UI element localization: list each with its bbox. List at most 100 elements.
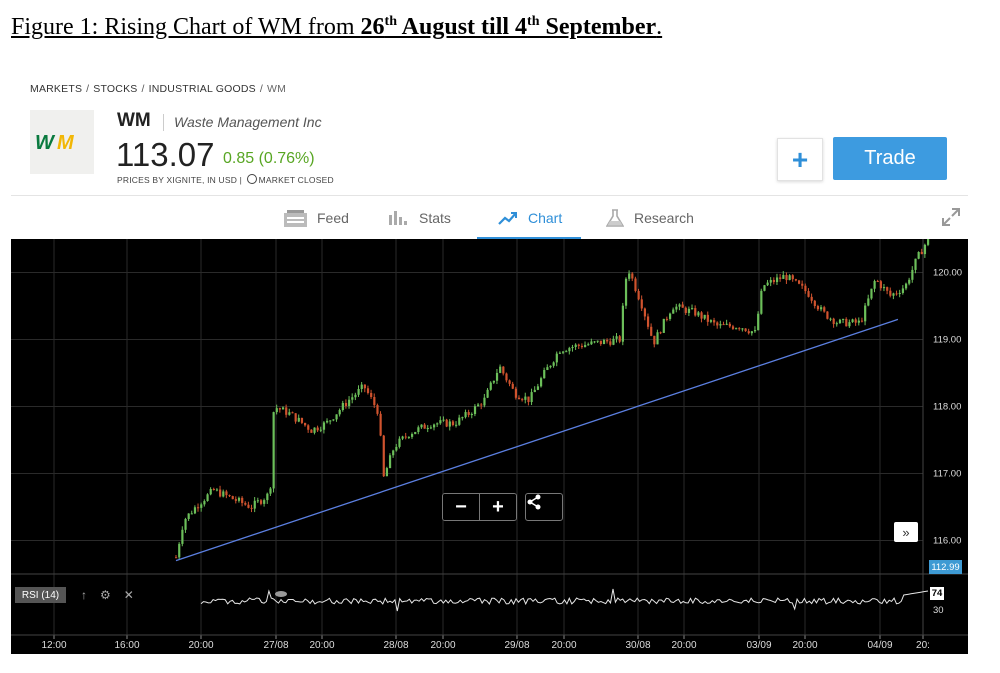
candle-body <box>458 417 461 425</box>
candle-body <box>439 420 442 424</box>
candle-body <box>797 280 801 284</box>
candle-body <box>587 344 590 346</box>
scroll-forward-button[interactable]: » <box>894 522 918 542</box>
trade-button[interactable]: Trade <box>833 137 947 180</box>
candle-body <box>278 408 282 410</box>
candle-body <box>911 269 914 280</box>
candle-body <box>281 407 285 410</box>
candle-body <box>178 543 181 558</box>
tab-research[interactable]: Research <box>606 196 694 240</box>
candle-body <box>672 309 675 314</box>
candle-body <box>750 331 753 334</box>
candle-body <box>624 278 628 306</box>
candle-body <box>398 438 401 447</box>
candle-body <box>514 388 518 398</box>
trend-line <box>175 318 899 562</box>
x-tick-label: 20:00 <box>430 640 455 651</box>
candle-body <box>489 382 492 390</box>
candle-body <box>857 320 860 323</box>
candle-body <box>410 434 414 437</box>
breadcrumb-sep: / <box>259 83 263 95</box>
candle-body <box>379 413 382 436</box>
share-button[interactable] <box>525 493 563 521</box>
candle-body <box>713 320 716 323</box>
candle-body <box>215 489 219 491</box>
candle-body <box>882 287 886 289</box>
candle-body <box>546 367 549 371</box>
candle-body <box>319 429 322 431</box>
chart-canvas[interactable]: 12:00 16:00 20:00 27/08 20:00 28/08 20:00 29/08… <box>11 239 968 654</box>
candle-body <box>363 384 366 389</box>
candle-body <box>395 446 398 451</box>
candle-body <box>757 313 760 331</box>
y-tick-label: 117.00 <box>933 469 961 480</box>
candle-body <box>653 335 656 345</box>
expand-icon[interactable] <box>942 208 960 226</box>
candle-body <box>640 299 643 309</box>
candle-body <box>259 500 263 504</box>
candle-body <box>417 427 420 432</box>
candle-body <box>794 279 798 281</box>
candle-body <box>294 413 297 422</box>
candle-body <box>895 293 898 295</box>
price-chart[interactable]: 12:00 16:00 20:00 27/08 20:00 28/08 20:00 29/08… <box>11 239 968 654</box>
zoom-in-button[interactable]: + <box>479 494 516 520</box>
breadcrumb-markets[interactable]: MARKETS <box>30 83 83 95</box>
candle-body <box>338 409 341 415</box>
research-icon <box>606 209 624 227</box>
candle-body <box>190 513 193 515</box>
company-logo: W M <box>30 110 94 174</box>
tab-stats[interactable]: Stats <box>389 196 451 240</box>
breadcrumb-stocks[interactable]: STOCKS <box>93 83 138 95</box>
zoom-out-button[interactable]: − <box>443 494 479 520</box>
candle-body <box>593 341 596 343</box>
candle-body <box>499 366 502 373</box>
candle-body <box>527 396 530 403</box>
y-tick-label: 118.00 <box>933 402 961 413</box>
candle-body <box>920 252 923 255</box>
candle-body <box>571 346 574 349</box>
x-tick-label: 28/08 <box>383 640 408 651</box>
candle-body <box>241 497 244 503</box>
candle-body <box>927 239 930 245</box>
candle-body <box>436 423 439 425</box>
add-to-watchlist-button[interactable]: + <box>777 138 823 181</box>
candle-body <box>646 316 650 327</box>
candle-body <box>898 292 901 294</box>
candle-body <box>826 311 829 319</box>
rsi-indicator-label[interactable]: RSI (14) <box>15 587 66 603</box>
candle-body <box>414 431 417 435</box>
candle-body <box>175 557 178 559</box>
candle-body <box>206 494 209 502</box>
candle-body <box>370 392 373 398</box>
candle-body <box>275 408 278 413</box>
candle-body <box>341 402 344 410</box>
candle-body <box>297 417 300 422</box>
candle-body <box>719 324 722 326</box>
x-tick-label: 30/08 <box>625 640 650 651</box>
x-tick-label: 04/09 <box>867 640 892 651</box>
candle-body <box>662 318 665 333</box>
x-tick-label: 20:00 <box>792 640 817 651</box>
candle-body <box>886 287 889 291</box>
candle-body <box>728 323 731 327</box>
arrow-up-icon[interactable]: ↑ <box>81 588 87 602</box>
candle-body <box>480 404 483 406</box>
caption-prefix: Figure 1: Rising Chart of WM from <box>11 14 361 40</box>
candle-body <box>842 318 845 320</box>
tab-feed[interactable]: Feed <box>284 196 349 240</box>
breadcrumb-industrial-goods[interactable]: INDUSTRIAL GOODS <box>148 83 256 95</box>
candle-body <box>703 314 706 319</box>
candle-body <box>788 275 791 281</box>
candle-body <box>738 328 741 330</box>
candle-body <box>602 340 606 345</box>
candle-body <box>835 323 838 325</box>
tab-chart[interactable]: Chart <box>498 196 562 240</box>
candle-body <box>392 450 395 456</box>
candle-body <box>687 308 691 313</box>
candle-body <box>725 323 728 325</box>
gear-icon[interactable]: ⚙ <box>100 588 111 602</box>
close-icon[interactable]: ✕ <box>123 588 134 602</box>
candle-body <box>250 507 253 509</box>
caption-suffix: . <box>656 14 663 40</box>
